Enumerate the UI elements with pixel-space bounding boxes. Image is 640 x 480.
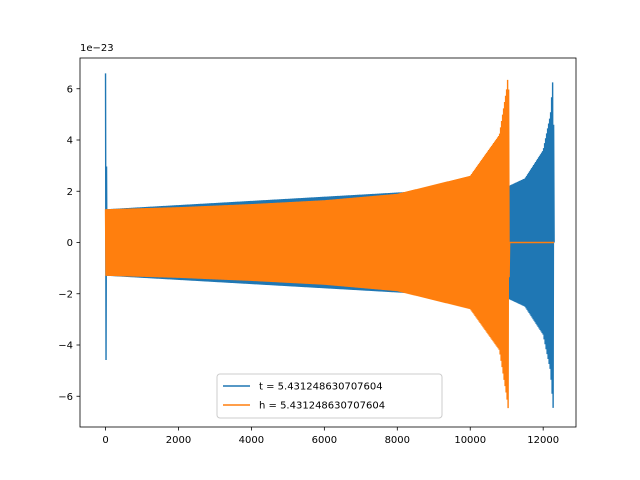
y-tick-label: −4: [58, 341, 73, 352]
x-tick-label: 0: [102, 435, 108, 446]
y-tick-label: −2: [58, 289, 73, 300]
y-axis: −6 −4 −2 0 2 4 6: [58, 84, 80, 403]
legend-label-1: t = 5.431248630707604: [259, 382, 383, 393]
x-axis: 0 2000 4000 6000 8000 10000 12000: [102, 427, 559, 446]
y-tick-label: 6: [67, 84, 73, 95]
y-tick-label: 0: [67, 238, 73, 249]
legend-box: [216, 373, 443, 419]
x-tick-label: 6000: [312, 435, 337, 446]
legend: t = 5.431248630707604 h = 5.4312486307076…: [216, 373, 443, 419]
x-tick-label: 12000: [527, 435, 559, 446]
x-tick-label: 10000: [454, 435, 486, 446]
series-layer: [104, 73, 555, 409]
y-tick-label: 4: [67, 136, 73, 147]
y-tick-label: −6: [58, 392, 73, 403]
x-tick-label: 2000: [166, 435, 191, 446]
y-tick-label: 2: [67, 187, 73, 198]
x-tick-label: 8000: [385, 435, 410, 446]
series-line-2: [104, 79, 555, 409]
legend-label-2: h = 5.431248630707604: [259, 401, 385, 412]
x-tick-label: 4000: [239, 435, 264, 446]
y-offset-label: 1e−23: [80, 43, 114, 54]
